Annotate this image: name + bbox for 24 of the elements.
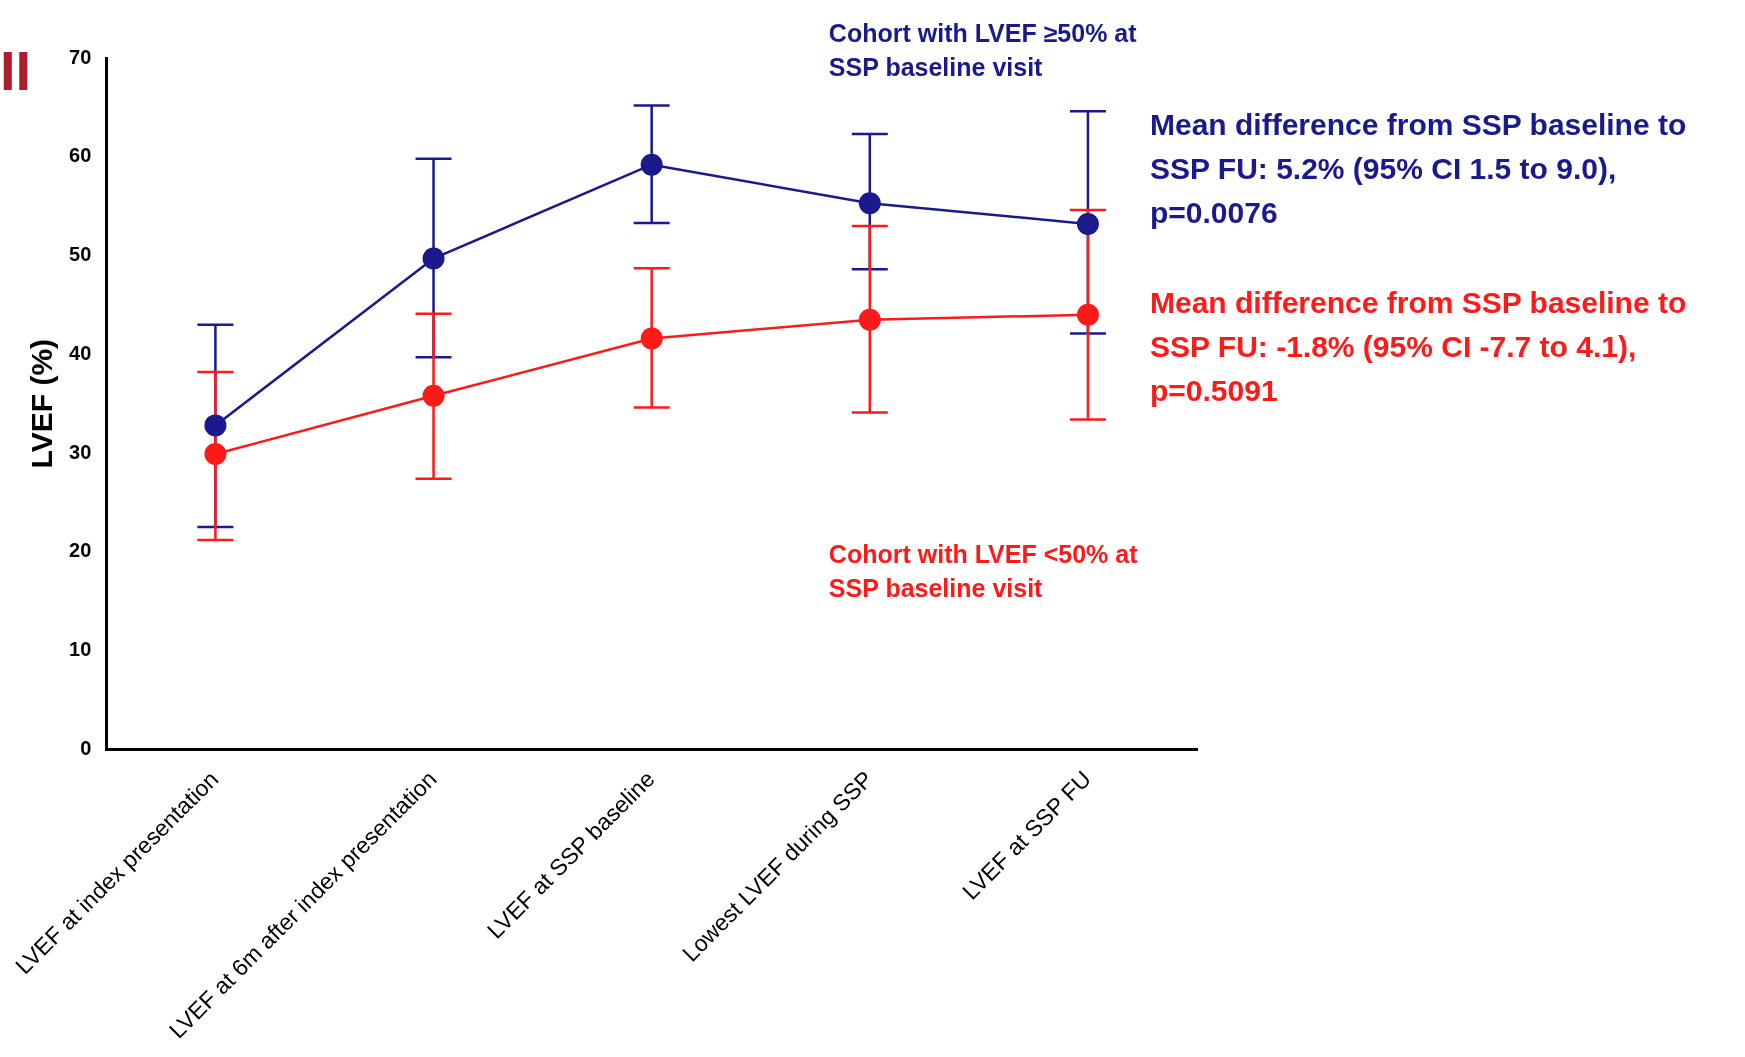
point [640, 153, 663, 176]
text: II [0, 38, 32, 103]
point [204, 414, 227, 437]
y-tick-label: 50 [69, 243, 92, 266]
text: Cohort with LVEF <50% at SSP baseline visit [828, 540, 1139, 603]
point [422, 384, 445, 407]
point [858, 308, 881, 331]
y-tick-label: 20 [69, 539, 92, 562]
y-tick-label: 0 [80, 736, 92, 759]
y-tick-label: 70 [69, 45, 92, 68]
y-tick-label: 60 [69, 144, 92, 167]
point [1076, 212, 1099, 235]
point [422, 247, 445, 270]
y-axis-title: LVEF (%) [25, 338, 59, 469]
text: Cohort with LVEF ≥50% at SSP baseline visit [828, 19, 1138, 82]
point [1076, 303, 1099, 326]
point [204, 443, 227, 466]
point [640, 327, 663, 350]
annotation: Mean difference from SSP baseline to SSP FU: -1.8% (95% CI -7.7 to 4.1), p=0.5091 [1150, 285, 1688, 409]
y-tick-label: 10 [69, 638, 92, 661]
y-tick-label: 40 [69, 341, 92, 364]
y-tick-label: 30 [69, 440, 92, 463]
annotation: Mean difference from SSP baseline to SSP FU: 5.2% (95% CI 1.5 to 9.0), p=0.0076 [1150, 107, 1688, 231]
point [858, 192, 881, 215]
